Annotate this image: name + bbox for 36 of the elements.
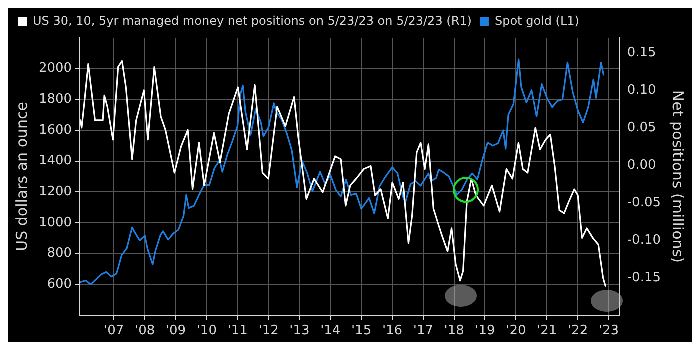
y-axis-title: US dollars an ounce (12, 102, 31, 252)
y2-tick-label: 0.00 (627, 158, 656, 173)
x-tick-label: '09 (166, 324, 186, 339)
x-tick-label: '08 (135, 324, 156, 339)
y2-tick-label: 0.05 (627, 120, 656, 136)
legend-label: Spot gold (L1) (494, 14, 580, 28)
x-tick-label: '14 (320, 324, 341, 339)
y-tick-label: 1600 (38, 122, 72, 138)
y-tick-label: 600 (47, 276, 72, 292)
y-tick-label: 1000 (38, 215, 72, 230)
legend-label: US 30, 10, 5yr managed money net positions on 5/23/23 on 5/23/23 (R1) (33, 14, 472, 28)
x-tick-label: '15 (351, 324, 372, 339)
x-tick-label: '07 (104, 324, 124, 339)
y2-tick-label: -0.05 (627, 195, 662, 210)
x-tick-label: '20 (506, 324, 526, 339)
x-tick-label: '17 (413, 324, 434, 339)
x-tick-label: '10 (196, 324, 217, 339)
x-tick-label: '19 (475, 324, 496, 339)
y-tick-label: 1800 (38, 92, 72, 108)
x-tick-label: '13 (290, 324, 310, 339)
x-tick-label: '22 (568, 324, 588, 339)
x-tick-label: '18 (444, 324, 464, 339)
y2-tick-label: -0.10 (627, 232, 662, 248)
x-tick-label: '21 (537, 324, 558, 339)
y-tick-label: 1400 (38, 154, 72, 169)
y2-tick-label: 0.10 (627, 82, 656, 98)
x-tick-label: '23 (598, 324, 620, 339)
x-tick-label: '12 (258, 324, 279, 339)
y-tick-label: 1200 (38, 184, 72, 200)
y2-axis-title: Net positions (millions) (669, 90, 688, 263)
y2-tick-label: -0.15 (627, 270, 662, 286)
y-tick-label: 800 (47, 246, 72, 262)
x-tick-label: '16 (382, 324, 403, 339)
y2-tick-label: 0.15 (627, 45, 656, 60)
y-tick-label: 2000 (38, 61, 72, 76)
x-tick-label: '11 (228, 324, 248, 339)
